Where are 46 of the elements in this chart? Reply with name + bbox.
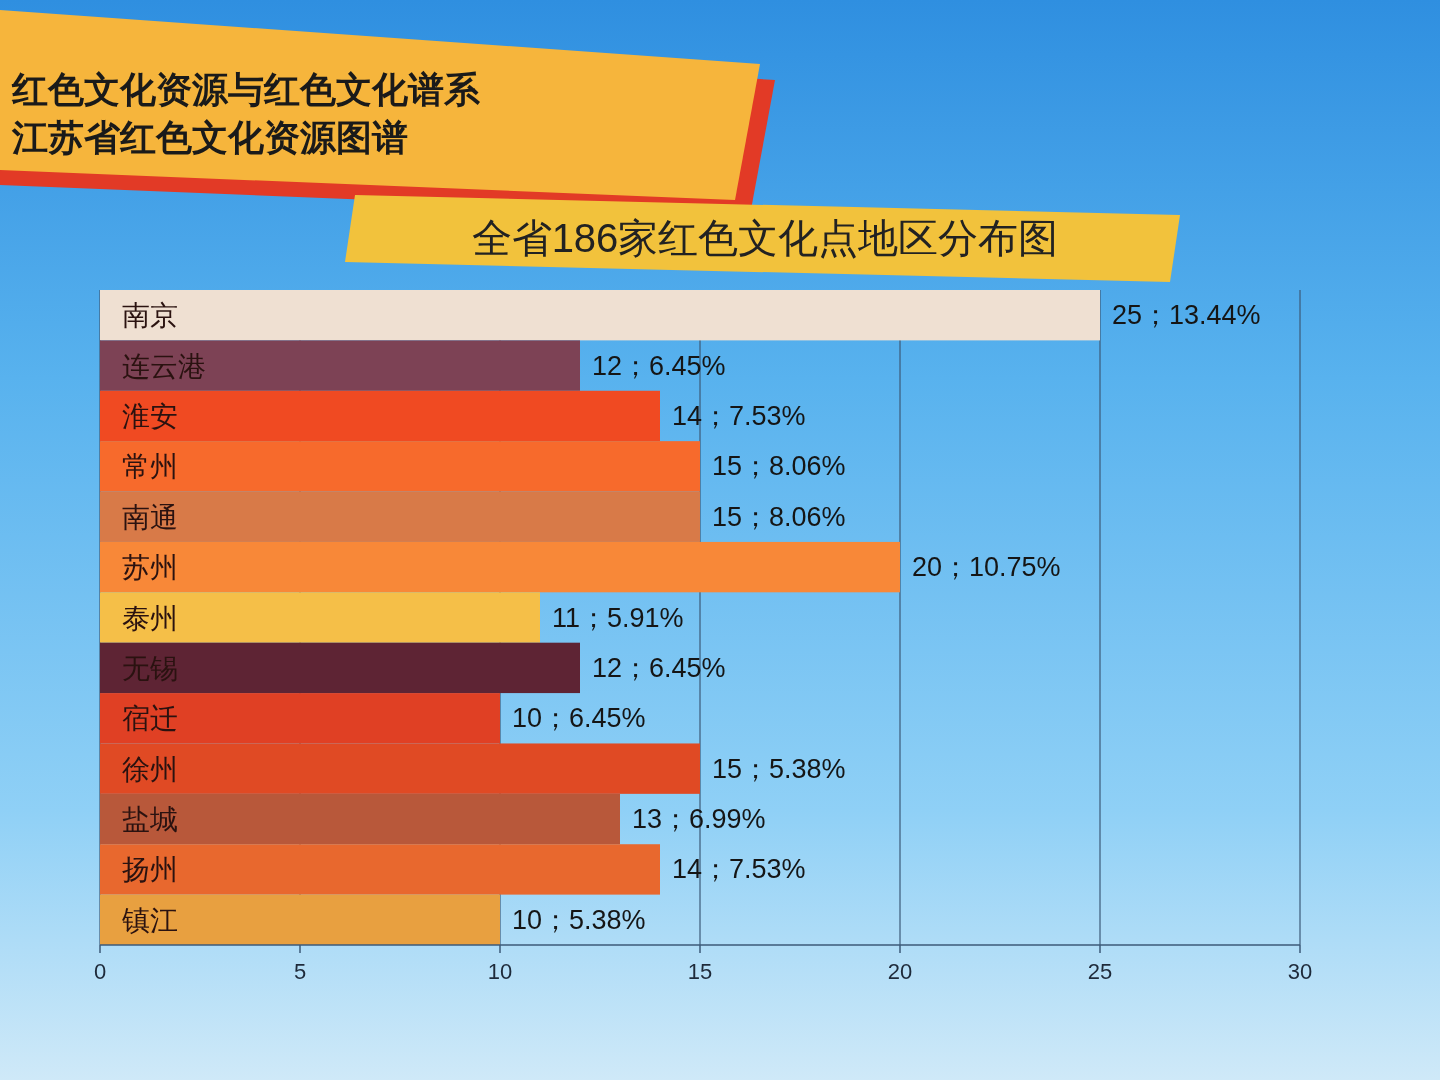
- bar: [100, 340, 580, 391]
- data-label: 15；8.06%: [712, 451, 846, 482]
- data-label: 14；7.53%: [672, 400, 806, 431]
- data-label: 15；5.38%: [712, 753, 846, 784]
- x-tick-label: 20: [887, 959, 913, 984]
- data-label: 25；13.44%: [1112, 300, 1261, 331]
- x-tick-label: 25: [1087, 959, 1113, 984]
- y-tick-label: 连云港: [122, 350, 206, 382]
- x-tick-label: 5: [293, 959, 307, 984]
- bar: [100, 793, 620, 845]
- y-tick-label: 徐州: [122, 753, 178, 785]
- y-tick-label: 泰州: [122, 602, 178, 634]
- data-label: 20；10.75%: [912, 552, 1061, 583]
- data-label: 13；6.99%: [632, 804, 766, 835]
- data-label: 11；5.91%: [552, 602, 684, 633]
- bar: [100, 844, 660, 895]
- bar: [100, 592, 540, 643]
- bar: [100, 290, 1100, 341]
- y-tick-label: 镇江: [121, 904, 178, 936]
- x-tick-label: 15: [687, 959, 713, 984]
- y-tick-label: 扬州: [122, 854, 178, 886]
- y-tick-label: 南京: [122, 300, 178, 332]
- y-tick-label: 南通: [122, 501, 178, 533]
- bar: [100, 541, 900, 593]
- bar: [100, 390, 660, 442]
- data-label: 12；6.45%: [592, 350, 726, 381]
- y-tick-label: 苏州: [122, 552, 178, 584]
- y-tick-label: 淮安: [122, 400, 178, 432]
- x-tick-label: 30: [1287, 959, 1313, 984]
- y-tick-label: 常州: [122, 451, 178, 483]
- bar: [100, 491, 700, 542]
- chart-title: 全省186家红色文化点地区分布图: [471, 216, 1059, 260]
- y-tick-label: 宿迁: [122, 703, 178, 735]
- x-tick-label: 0: [93, 959, 107, 984]
- data-label: 10；5.38%: [512, 904, 646, 935]
- y-tick-label: 盐城: [122, 804, 178, 836]
- data-label: 14；7.53%: [672, 854, 806, 885]
- data-label: 15；8.06%: [712, 501, 846, 532]
- data-label: 12；6.45%: [592, 652, 726, 683]
- text: 江苏省红色文化资源图谱: [11, 117, 408, 158]
- data-label: 10；6.45%: [512, 703, 646, 734]
- text: 红色文化资源与红色文化谱系: [11, 69, 481, 110]
- bar: [100, 894, 500, 945]
- bar: [100, 441, 700, 492]
- bar: [100, 642, 580, 694]
- x-tick-label: 10: [487, 959, 513, 984]
